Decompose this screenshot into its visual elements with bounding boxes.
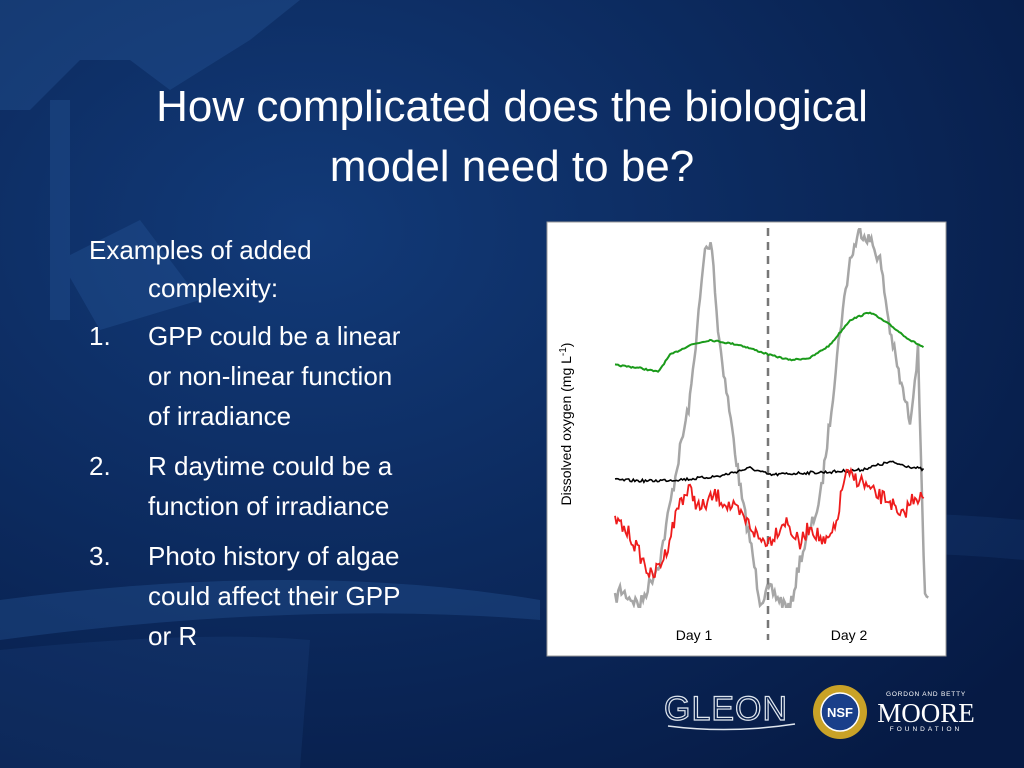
title: How complicated does the biological mode…	[156, 82, 868, 191]
nsf-disc	[820, 692, 860, 732]
trace	[614, 311, 925, 373]
trace	[614, 460, 925, 484]
trace	[613, 228, 929, 608]
item-line: could affect their GPP	[148, 581, 400, 611]
intro-line: Examples of added	[89, 235, 312, 265]
y-label-text: Dissolved oxygen (mg L	[558, 356, 574, 506]
moore-top: GORDON AND BETTY	[886, 691, 966, 698]
item-line: GPP could be a linear	[148, 321, 401, 351]
x-label: Day 1	[676, 627, 713, 643]
x-label: Day 2	[831, 627, 868, 643]
item-number: 2.	[89, 451, 111, 481]
gleon-logo: GLEON	[664, 690, 788, 728]
item-line: or R	[148, 621, 197, 651]
moore-bottom: FOUNDATION	[890, 726, 963, 733]
y-label-end: )	[558, 343, 574, 348]
item-number: 1.	[89, 321, 111, 351]
item-line: or non-linear function	[148, 361, 392, 391]
title-line: model need to be?	[330, 142, 695, 191]
nsf-text: NSF	[827, 705, 853, 720]
item-line: of irradiance	[148, 401, 291, 431]
item-line: R daytime could be a	[148, 451, 393, 481]
series-lines	[613, 228, 929, 608]
figure-frame	[546, 221, 947, 657]
figure: Dissolved oxygen (mg L-1) Day 1 Day 2	[546, 221, 947, 657]
item-line: function of irradiance	[148, 491, 389, 521]
moore-name: MOORE	[877, 698, 975, 728]
item-line: Photo history of algae	[148, 541, 400, 571]
body-text: Examples of added complexity: 1. GPP could …	[89, 235, 401, 651]
trace	[614, 466, 925, 579]
item-number: 3.	[89, 541, 111, 571]
y-label-sup: -1	[558, 347, 569, 356]
y-axis-label: Dissolved oxygen (mg L-1)	[558, 343, 574, 506]
title-line: How complicated does the biological	[156, 82, 868, 131]
logos: GLEON NSF GORDON AND BETTY MOORE FOUNDAT…	[663, 685, 975, 739]
gleon-swoosh	[667, 723, 796, 731]
intro-line: complexity:	[148, 273, 278, 303]
